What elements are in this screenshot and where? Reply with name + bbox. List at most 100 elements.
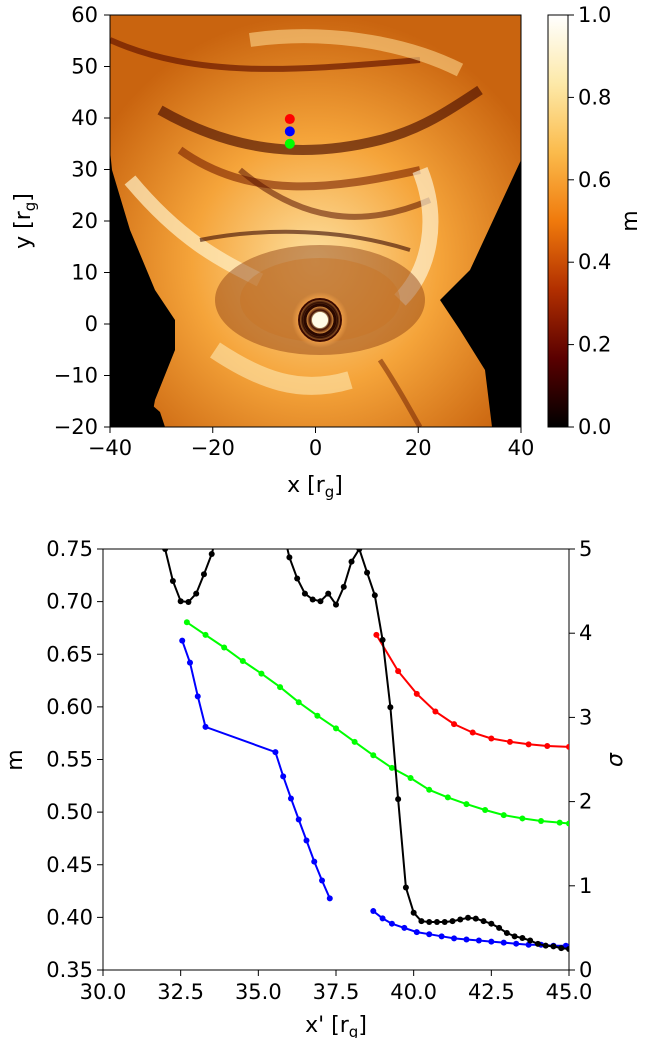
series-point: [496, 924, 503, 931]
series-point: [480, 918, 487, 925]
series-point: [395, 668, 402, 675]
series-point: [221, 644, 228, 651]
series-point: [333, 601, 339, 608]
series-point: [379, 636, 386, 643]
heatmap-x-tick-label: 20: [405, 436, 432, 460]
line-y-tick-label: 0.75: [46, 537, 93, 561]
series-point: [333, 725, 339, 732]
series-point: [438, 933, 445, 940]
series-point: [506, 738, 513, 745]
heatmap-image: [110, 15, 521, 427]
line-x-tick-label: 37.5: [313, 980, 360, 1004]
series-point: [451, 935, 458, 942]
line-x-tick-label: 30.0: [80, 980, 127, 1004]
series-point: [303, 837, 310, 844]
colorbar-tick-label: 0.8: [578, 85, 611, 109]
series-point: [325, 590, 332, 597]
series-point: [185, 599, 192, 606]
series-point: [294, 575, 301, 582]
colorbar-gradient: [547, 14, 569, 428]
line-y-tick-label: 0.70: [46, 590, 93, 614]
series-point: [500, 812, 507, 819]
series-point: [319, 877, 326, 884]
colorbar-tick-label: 0.4: [578, 250, 611, 274]
series-point: [356, 549, 363, 552]
series-point: [500, 939, 507, 946]
heatmap-x-axis-label: x [rg]: [287, 473, 343, 501]
heatmap-y-tick-label: 10: [71, 261, 98, 285]
series-point: [202, 723, 209, 730]
series-point: [519, 815, 526, 822]
series-point: [177, 598, 184, 605]
series-point: [472, 915, 479, 922]
heatmap-x-tick-label: −20: [191, 436, 235, 460]
series-point: [301, 590, 308, 597]
series-point: [550, 943, 557, 950]
heatmap-x-tick-label: −40: [88, 436, 132, 460]
series-3: [162, 549, 569, 952]
series-point: [488, 735, 495, 742]
series-point: [566, 743, 569, 750]
series-point: [488, 938, 495, 945]
series-point: [295, 816, 302, 823]
series-point: [538, 817, 545, 824]
series-point: [482, 807, 489, 814]
line-y-tick-label: 0.45: [46, 853, 93, 877]
line-y2-tick-label: 1: [579, 874, 592, 898]
line-y2-tick-label: 4: [579, 621, 592, 645]
series-point: [208, 551, 215, 558]
series-point: [475, 937, 482, 944]
line-y-tick-label: 0.50: [46, 800, 93, 824]
line-y2-tick-label: 3: [579, 705, 592, 729]
series-1: [183, 619, 569, 827]
series-point: [239, 657, 246, 664]
series-point: [457, 916, 464, 923]
series-point: [395, 796, 402, 803]
line-chart-panel: 30.0 32.5 35.0 37.5 40.0 42.5 45.0 0.35 0.40 0.4…: [3, 537, 628, 1038]
series-point: [317, 598, 324, 605]
colorbar-tick-label: 0.0: [578, 415, 611, 439]
heatmap-y-tick-label: 40: [71, 106, 98, 130]
series-point: [463, 801, 470, 808]
series-point: [200, 571, 207, 578]
line-y-tick-label: 0.60: [46, 695, 93, 719]
heatmap-marker: [284, 138, 295, 149]
heatmap-y-tick-label: −10: [54, 364, 98, 388]
line-y-axis-label: m: [3, 749, 28, 770]
series-point: [379, 915, 386, 922]
series-point: [340, 583, 347, 590]
series-point: [534, 940, 541, 947]
series-line: [164, 549, 215, 604]
series-point: [410, 909, 417, 916]
series-point: [314, 712, 321, 719]
series-point: [373, 631, 380, 638]
line-x-tick-label: 40.0: [390, 980, 437, 1004]
colorbar-tick-label: 0.2: [578, 333, 611, 357]
heatmap-y-tick-label: 50: [71, 55, 98, 79]
heatmap-y-tick-label: 60: [71, 3, 98, 27]
series-point: [469, 729, 476, 736]
series-point: [258, 670, 265, 677]
heatmap-y-tick-label: 30: [71, 158, 98, 182]
series-point: [277, 684, 284, 691]
line-x-tick-label: 42.5: [468, 980, 515, 1004]
series-point: [525, 741, 532, 748]
line-x-tick-label: 32.5: [157, 980, 204, 1004]
series-point: [179, 637, 186, 644]
series-point: [488, 920, 495, 927]
line-y-tick-label: 0.35: [46, 958, 93, 982]
series-point: [426, 931, 433, 938]
heatmap-x-tick-label: 0: [309, 436, 322, 460]
series-point: [542, 942, 549, 949]
series-point: [407, 775, 414, 782]
colorbar-tick-label: 0.6: [578, 168, 611, 192]
series-point: [388, 764, 395, 771]
series-point: [370, 908, 377, 915]
series-point: [370, 752, 377, 759]
series-point: [444, 794, 451, 801]
series-line: [181, 640, 331, 899]
series-point: [280, 773, 287, 780]
line-y-tick-label: 0.65: [46, 642, 93, 666]
heatmap-y-tick-label: −20: [54, 415, 98, 439]
